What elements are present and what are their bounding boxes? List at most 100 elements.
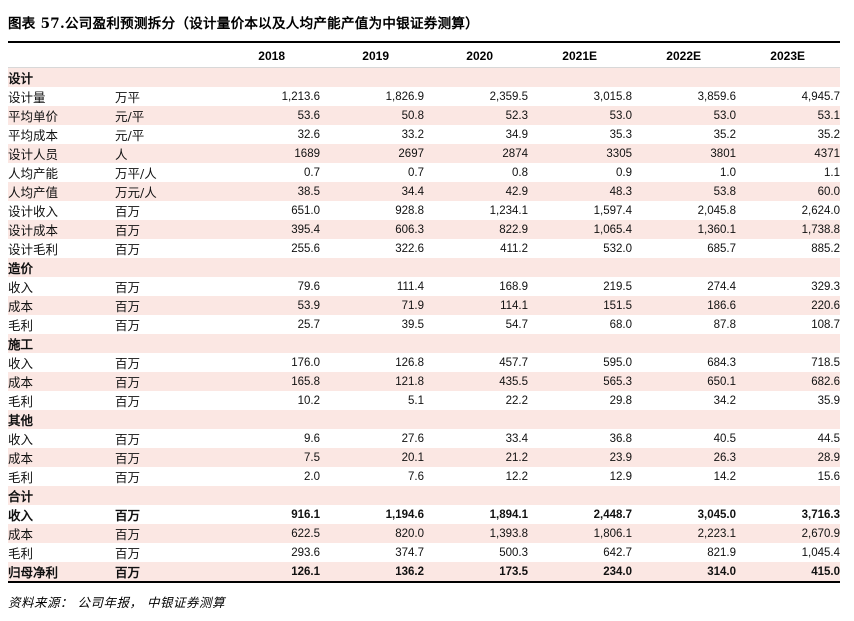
table-row: 成本 百万 165.8 121.8 435.5 565.3 650.1 682.6	[8, 372, 840, 391]
value-cell: 3,716.3	[801, 508, 840, 521]
value-cell: 60.0	[817, 185, 840, 198]
row-label: 造价	[8, 261, 34, 276]
value-cell: 126.8	[395, 356, 424, 369]
row-label: 归母净利	[8, 565, 59, 580]
row-unit	[115, 258, 216, 277]
value-cell: 35.2	[817, 128, 840, 141]
row-unit: 元/平	[115, 128, 145, 143]
section-row: 其他	[8, 410, 840, 429]
row-label: 收入	[8, 432, 34, 447]
row-unit: 百万	[115, 242, 141, 257]
value-cell: 12.2	[505, 470, 528, 483]
value-cell: 718.5	[811, 356, 840, 369]
value-cell: 500.3	[499, 546, 528, 559]
row-label: 成本	[8, 527, 34, 542]
value-cell	[424, 486, 528, 505]
value-cell: 2,045.8	[697, 204, 736, 217]
table-row: 收入 百万 176.0 126.8 457.7 595.0 684.3 718.5	[8, 353, 840, 372]
value-cell: 3,015.8	[593, 90, 632, 103]
value-cell: 2,448.7	[593, 508, 632, 521]
value-cell: 20.1	[401, 451, 424, 464]
value-cell: 23.9	[609, 451, 632, 464]
row-unit: 百万	[115, 280, 141, 295]
value-cell: 435.5	[499, 375, 528, 388]
value-cell	[632, 68, 736, 88]
value-cell: 395.4	[291, 223, 320, 236]
value-cell	[528, 410, 632, 429]
value-cell: 173.5	[499, 565, 528, 578]
value-cell: 26.3	[713, 451, 736, 464]
value-cell: 1,213.6	[281, 90, 320, 103]
value-cell: 9.6	[304, 432, 320, 445]
value-cell: 53.8	[713, 185, 736, 198]
row-unit: 万元/人	[115, 185, 157, 200]
header-row: 2018 2019 2020 2021E 2022E 2023E	[8, 43, 840, 68]
value-cell: 35.9	[817, 394, 840, 407]
value-cell: 374.7	[395, 546, 424, 559]
value-cell: 32.6	[297, 128, 320, 141]
value-cell	[424, 68, 528, 88]
value-cell	[216, 334, 320, 353]
value-cell	[320, 486, 424, 505]
value-cell: 1,065.4	[593, 223, 632, 236]
value-cell: 34.2	[713, 394, 736, 407]
value-cell: 0.9	[616, 166, 632, 179]
column-header-2018: 2018	[216, 43, 320, 68]
value-cell	[736, 258, 840, 277]
value-cell: 0.7	[304, 166, 320, 179]
row-label: 合计	[8, 489, 34, 504]
value-cell	[736, 334, 840, 353]
value-cell: 33.2	[401, 128, 424, 141]
value-cell	[528, 68, 632, 88]
row-unit: 百万	[115, 451, 141, 466]
row-unit: 万平/人	[115, 166, 157, 181]
column-header-2020: 2020	[424, 43, 528, 68]
value-cell: 2,624.0	[801, 204, 840, 217]
value-cell: 2,223.1	[697, 527, 736, 540]
value-cell: 35.3	[609, 128, 632, 141]
row-label: 成本	[8, 375, 34, 390]
value-cell: 151.5	[603, 299, 632, 312]
value-cell: 14.2	[713, 470, 736, 483]
value-cell: 3801	[710, 147, 736, 160]
value-cell: 0.8	[512, 166, 528, 179]
value-cell: 165.8	[291, 375, 320, 388]
row-unit: 百万	[115, 527, 141, 542]
column-header-2019: 2019	[320, 43, 424, 68]
row-label: 人均产值	[8, 185, 59, 200]
profit-forecast-table: 2018 2019 2020 2021E 2022E 2023E 设计 设计量 万平 1,213…	[8, 43, 840, 583]
value-cell: 48.3	[609, 185, 632, 198]
value-cell	[632, 258, 736, 277]
table-row: 平均单价 元/平 53.6 50.8 52.3 53.0 53.0 53.1	[8, 106, 840, 125]
table-row: 归母净利 百万 126.1 136.2 173.5 234.0 314.0 415.0	[8, 562, 840, 582]
row-label: 成本	[8, 299, 34, 314]
value-cell: 176.0	[291, 356, 320, 369]
value-cell: 38.5	[297, 185, 320, 198]
section-row: 施工	[8, 334, 840, 353]
row-label: 成本	[8, 451, 34, 466]
value-cell: 822.9	[499, 223, 528, 236]
table-row: 毛利 百万 2.0 7.6 12.2 12.9 14.2 15.6	[8, 467, 840, 486]
value-cell: 79.6	[297, 280, 320, 293]
value-cell	[320, 258, 424, 277]
row-unit: 百万	[115, 223, 141, 238]
value-cell: 532.0	[603, 242, 632, 255]
value-cell: 322.6	[395, 242, 424, 255]
table-row: 毛利 百万 25.7 39.5 54.7 68.0 87.8 108.7	[8, 315, 840, 334]
value-cell: 1,826.9	[385, 90, 424, 103]
value-cell: 2.0	[304, 470, 320, 483]
value-cell: 3,859.6	[697, 90, 736, 103]
value-cell	[736, 410, 840, 429]
value-cell: 52.3	[505, 109, 528, 122]
table-row: 设计量 万平 1,213.6 1,826.9 2,359.5 3,015.8 3,859.6…	[8, 87, 840, 106]
value-cell: 1.1	[824, 166, 840, 179]
value-cell: 682.6	[811, 375, 840, 388]
value-cell: 7.5	[304, 451, 320, 464]
row-label: 收入	[8, 356, 34, 371]
table-body: 设计 设计量 万平 1,213.6 1,826.9 2,359.5 3,015.8 3,859…	[8, 67, 840, 582]
value-cell: 1,393.8	[489, 527, 528, 540]
row-label: 设计收入	[8, 204, 59, 219]
value-cell: 1,806.1	[593, 527, 632, 540]
value-cell: 22.2	[505, 394, 528, 407]
value-cell: 34.9	[505, 128, 528, 141]
